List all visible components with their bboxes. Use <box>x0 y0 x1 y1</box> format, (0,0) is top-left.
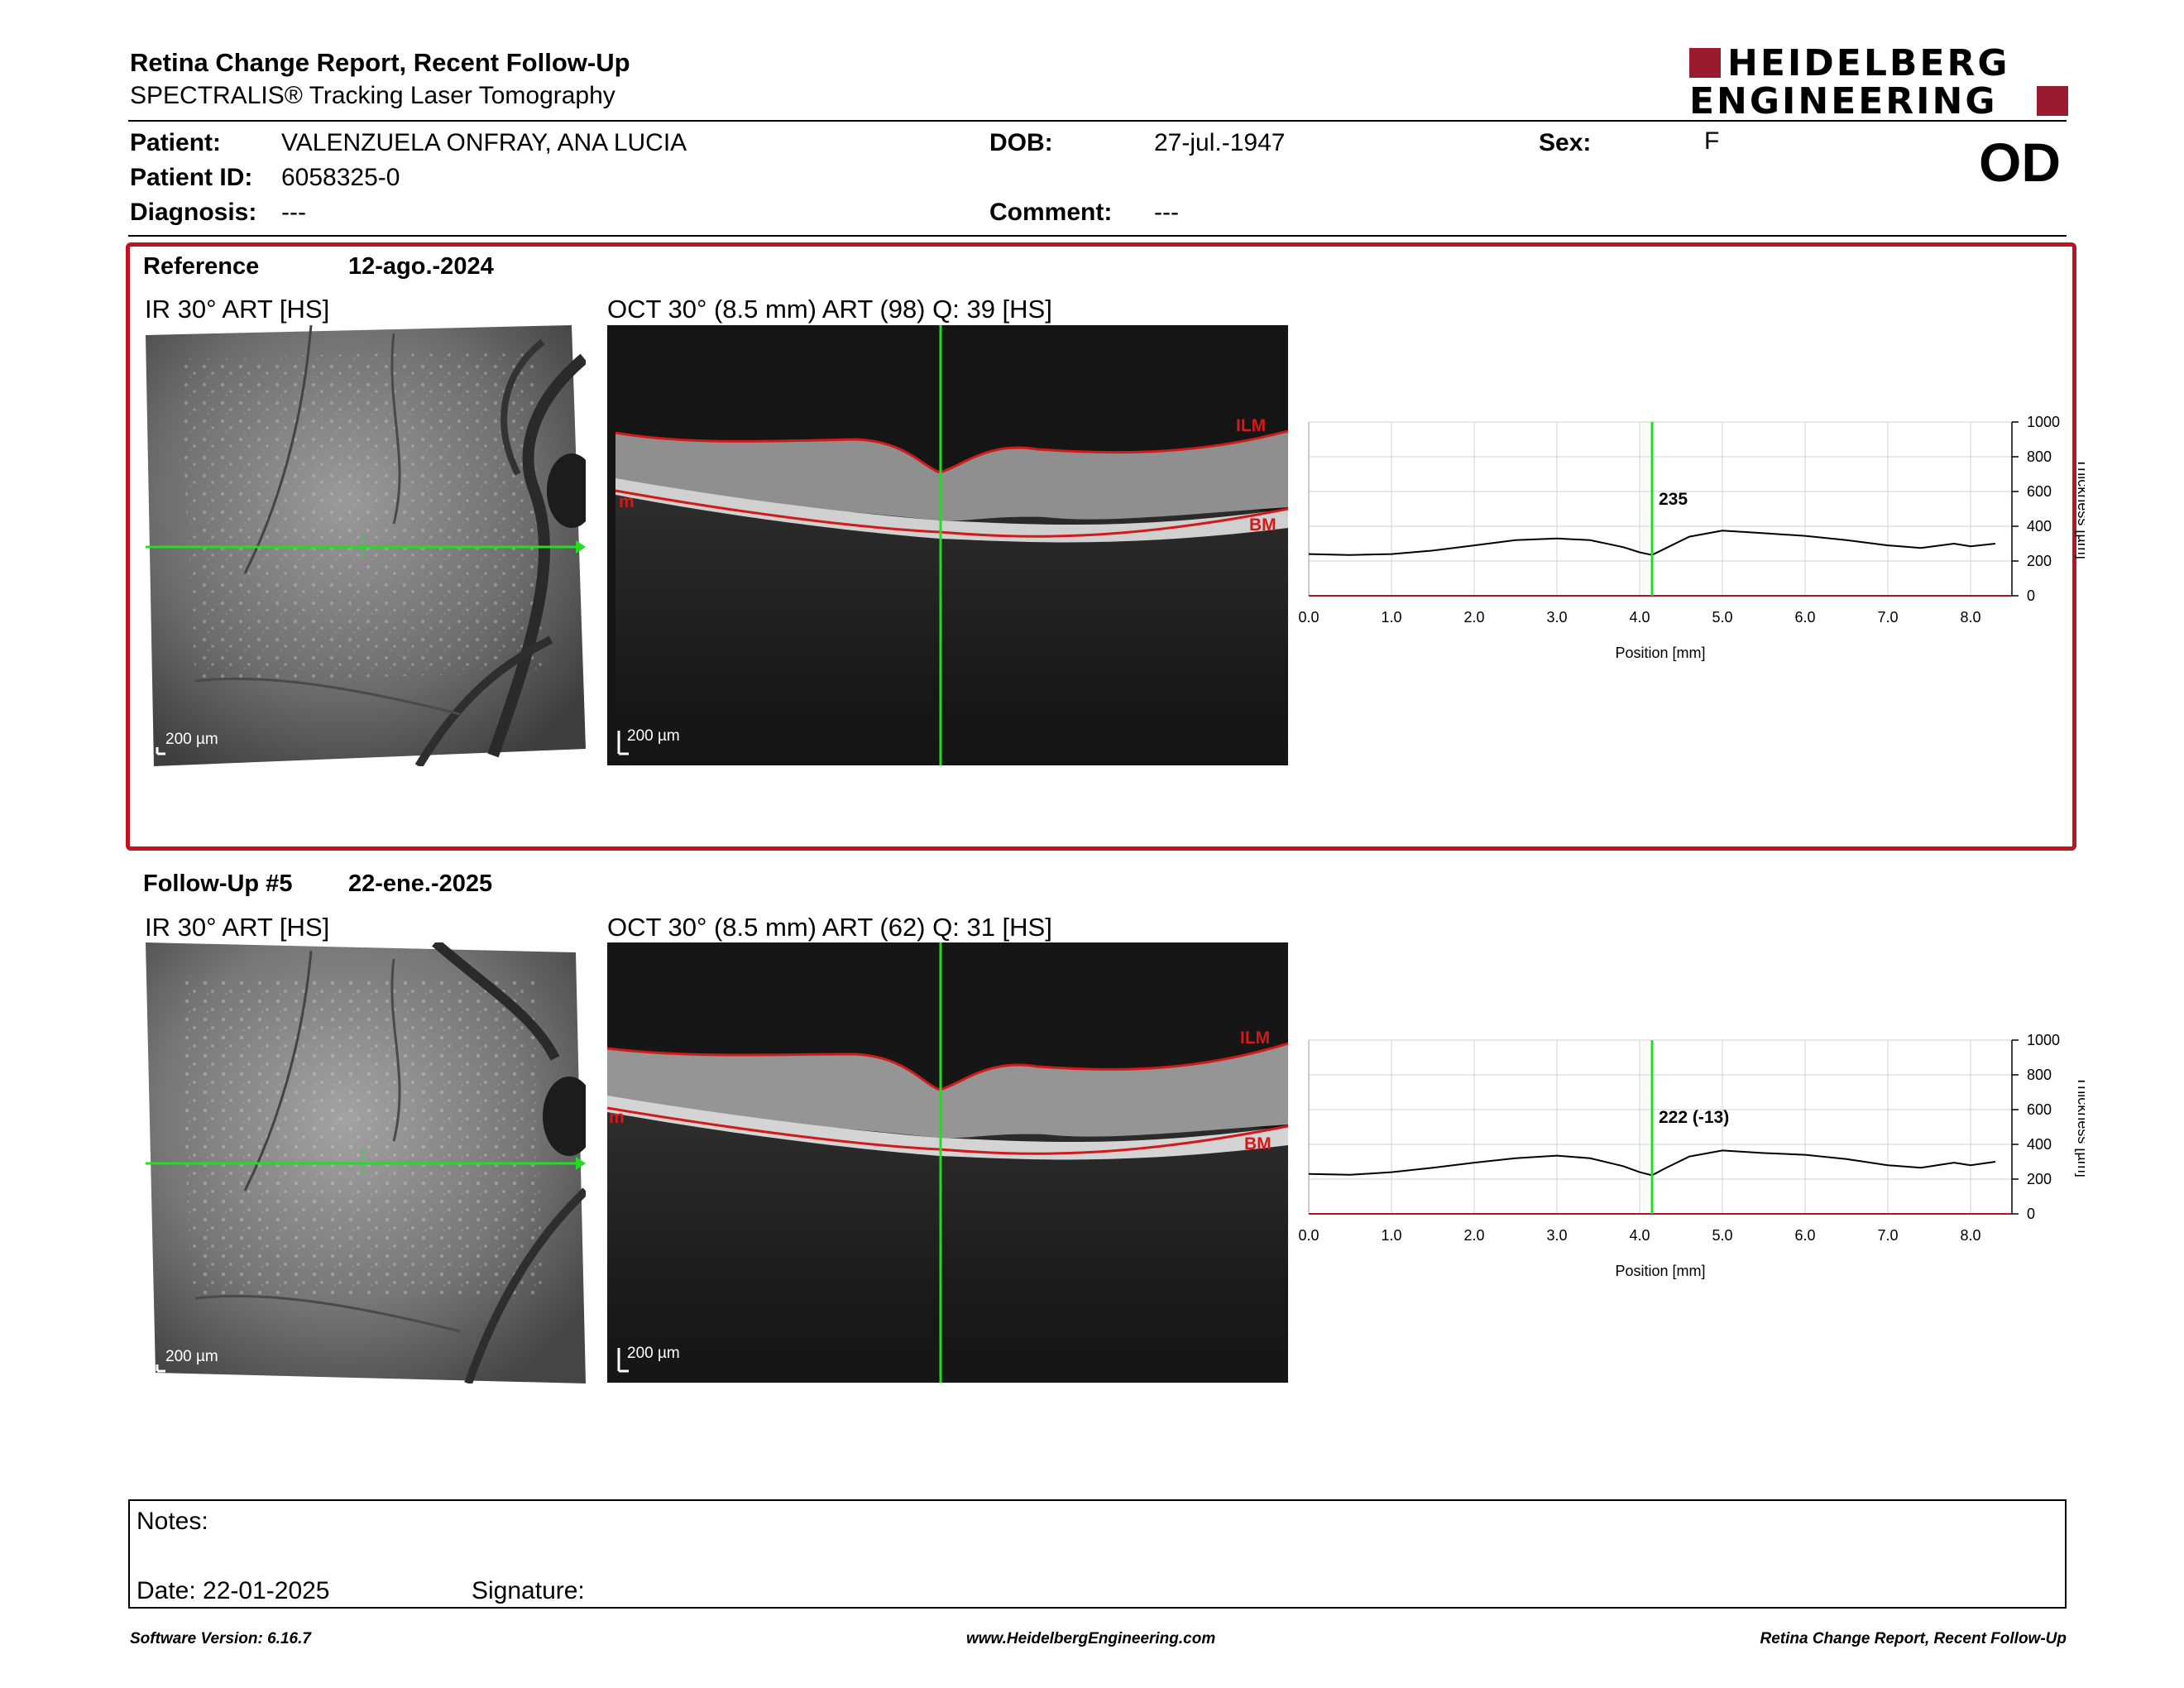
date-label: Date: 22-01-2025 <box>136 1577 330 1604</box>
x-tick-label: 6.0 <box>1794 1227 1815 1244</box>
y-tick-label: 1000 <box>2027 414 2060 430</box>
reference-oct-title: OCT 30° (8.5 mm) ART (98) Q: 39 [HS] <box>607 295 1052 324</box>
logo-line-1: HEIDELBERG <box>1727 42 2010 84</box>
y-axis-label: Thickness [µm] <box>2075 458 2085 559</box>
marker-value-label: 222 (-13) <box>1659 1108 1729 1127</box>
patient-name: VALENZUELA ONFRAY, ANA LUCIA <box>281 129 687 156</box>
x-tick-label: 3.0 <box>1546 1227 1567 1244</box>
followup-ir-title: IR 30° ART [HS] <box>145 913 330 942</box>
reference-ir-scale: 200 µm <box>165 731 218 748</box>
x-tick-label: 6.0 <box>1794 609 1815 626</box>
followup-oct-title: OCT 30° (8.5 mm) ART (62) Q: 31 [HS] <box>607 913 1052 942</box>
followup-thickness-chart: 0 200 400 600 800 1000 0.0 1.0 2.0 3.0 4.0 5.0 6.0 7.… <box>1298 1028 2091 1301</box>
reference-date: 12-ago.-2024 <box>348 253 494 280</box>
patient-label: Patient: <box>130 129 222 156</box>
y-axis-label: Thickness [µm] <box>2075 1077 2085 1177</box>
reference-ir-image: 200 µm <box>146 325 586 766</box>
y-tick-label: 0 <box>2027 1206 2035 1222</box>
reference-section-highlight <box>126 242 2076 851</box>
x-tick-label: 1.0 <box>1381 609 1401 626</box>
x-tick-label: 5.0 <box>1712 609 1732 626</box>
footer-website[interactable]: www.HeidelbergEngineering.com <box>966 1630 1216 1647</box>
y-tick-label: 1000 <box>2027 1032 2060 1048</box>
x-tick-label: 8.0 <box>1960 609 1980 626</box>
x-tick-label: 0.0 <box>1299 1227 1320 1244</box>
reference-oct-image: ILM BM m 200 µm <box>607 325 1288 765</box>
x-tick-label: 3.0 <box>1546 609 1567 626</box>
reference-m-label: m <box>619 492 635 511</box>
followup-ir-image: 200 µm <box>146 942 586 1383</box>
diagnosis-label: Diagnosis: <box>130 199 257 226</box>
x-tick-label: 2.0 <box>1463 609 1484 626</box>
footer-report-name: Retina Change Report, Recent Follow-Up <box>1760 1630 2067 1647</box>
x-tick-label: 4.0 <box>1629 609 1650 626</box>
followup-ir-scale: 200 µm <box>165 1348 218 1365</box>
x-tick-label: 2.0 <box>1463 1227 1484 1244</box>
y-tick-label: 800 <box>2027 448 2052 465</box>
x-tick-label: 1.0 <box>1381 1227 1401 1244</box>
x-axis-label: Position [mm] <box>1615 645 1705 661</box>
followup-ilm-label: ILM <box>1240 1029 1271 1048</box>
x-tick-label: 4.0 <box>1629 1227 1650 1244</box>
patient-id-label: Patient ID: <box>130 164 253 191</box>
x-tick-label: 7.0 <box>1877 1227 1898 1244</box>
logo-line-2: ENGINEERING <box>1689 80 1998 122</box>
followup-m-label: m <box>609 1108 625 1127</box>
reference-thickness-chart: 0 200 400 600 800 1000 0.0 1.0 2.0 3.0 4.0 5.0 6.0 7.… <box>1298 410 2091 683</box>
eye-indicator: OD <box>1979 132 2061 193</box>
reference-ilm-label: ILM <box>1236 416 1267 435</box>
y-tick-label: 600 <box>2027 1101 2052 1118</box>
logo-square-top <box>1689 48 1721 78</box>
comment-value: --- <box>1154 199 1179 226</box>
thickness-line <box>1308 1149 1996 1177</box>
x-axis-label: Position [mm] <box>1615 1263 1705 1279</box>
dob-label: DOB: <box>989 129 1053 156</box>
thickness-line <box>1308 530 1996 556</box>
y-tick-label: 0 <box>2027 587 2035 604</box>
footer-software-version: Software Version: 6.16.7 <box>130 1630 311 1647</box>
y-tick-label: 200 <box>2027 553 2052 569</box>
logo-square-bottom <box>2037 86 2068 116</box>
patient-divider <box>128 235 2067 237</box>
reference-ir-title: IR 30° ART [HS] <box>145 295 330 324</box>
y-tick-label: 400 <box>2027 1136 2052 1153</box>
reference-bm-label: BM <box>1249 516 1276 535</box>
sex-value: F <box>1704 127 1720 155</box>
y-tick-label: 400 <box>2027 518 2052 535</box>
x-tick-label: 5.0 <box>1712 1227 1732 1244</box>
followup-bm-label: BM <box>1244 1134 1272 1153</box>
followup-label: Follow-Up #5 <box>143 870 293 897</box>
x-tick-label: 0.0 <box>1299 609 1320 626</box>
followup-date: 22-ene.-2025 <box>348 870 493 897</box>
sex-label: Sex: <box>1539 129 1592 156</box>
reference-oct-scale: 200 µm <box>627 727 680 745</box>
y-tick-label: 600 <box>2027 483 2052 500</box>
reference-label: Reference <box>143 253 260 280</box>
dob-value: 27-jul.-1947 <box>1154 129 1286 156</box>
followup-oct-scale: 200 µm <box>627 1345 680 1362</box>
comment-label: Comment: <box>989 199 1113 226</box>
report-title: Retina Change Report, Recent Follow-Up <box>130 48 630 77</box>
notes-box: Notes: Date: 22-01-2025 Signature: <box>128 1499 2067 1609</box>
report-subtitle: SPECTRALIS® Tracking Laser Tomography <box>130 82 615 109</box>
notes-label: Notes: <box>136 1508 208 1535</box>
patient-id-value: 6058325-0 <box>281 164 400 191</box>
x-tick-label: 8.0 <box>1960 1227 1980 1244</box>
y-tick-label: 200 <box>2027 1171 2052 1187</box>
marker-value-label: 235 <box>1659 490 1688 509</box>
header-divider <box>128 120 2067 122</box>
followup-oct-image: ILM BM m 200 µm <box>607 942 1288 1383</box>
signature-label[interactable]: Signature: <box>472 1577 585 1604</box>
y-tick-label: 800 <box>2027 1067 2052 1083</box>
diagnosis-value: --- <box>281 199 306 226</box>
x-tick-label: 7.0 <box>1877 609 1898 626</box>
